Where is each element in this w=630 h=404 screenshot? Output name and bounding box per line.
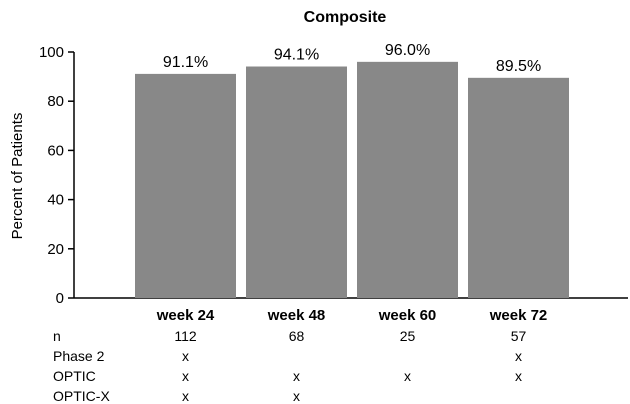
y-tick-label: 20: [47, 241, 64, 258]
table-cell: 68: [289, 328, 305, 344]
table-cell: 25: [400, 328, 416, 344]
table-cell: x: [293, 368, 300, 384]
table-row-label: n: [53, 328, 61, 344]
y-tick-label: 0: [56, 290, 64, 307]
bar: [135, 73, 236, 298]
table-row-label: OPTIC-X: [53, 388, 110, 404]
table-cell: 57: [511, 328, 527, 344]
data-label: 96.0%: [385, 42, 430, 59]
data-label: 91.1%: [163, 54, 208, 71]
table-cell: 112: [174, 328, 197, 344]
x-tick-label: week 60: [378, 307, 437, 324]
table-cell: x: [515, 348, 522, 364]
bar: [357, 61, 458, 299]
y-tick-label: 80: [47, 93, 64, 110]
plot-area: 0 20 40 60 80 100 91.1% week 24 94.1% week 48 96.0…: [39, 42, 628, 404]
table-cell: x: [293, 388, 300, 404]
table-cell: x: [182, 348, 189, 364]
x-tick-label: week 72: [489, 307, 548, 324]
y-tick-label: 100: [39, 44, 64, 61]
table-row-label: OPTIC: [53, 368, 96, 384]
table-cell: x: [515, 368, 522, 384]
x-tick-label: week 24: [156, 307, 215, 324]
bar: [468, 77, 569, 298]
data-label: 89.5%: [496, 58, 541, 75]
data-label: 94.1%: [274, 47, 319, 64]
x-tick-label: week 48: [267, 307, 326, 324]
y-axis-label: Percent of Patients: [9, 113, 26, 240]
chart-title: Composite: [304, 9, 387, 26]
bar: [246, 66, 347, 298]
table-row-label: Phase 2: [53, 348, 105, 364]
y-tick-label: 60: [47, 142, 64, 159]
table-cell: x: [182, 388, 189, 404]
y-tick-label: 40: [47, 192, 64, 209]
table-cell: x: [182, 368, 189, 384]
table-cell: x: [404, 368, 411, 384]
